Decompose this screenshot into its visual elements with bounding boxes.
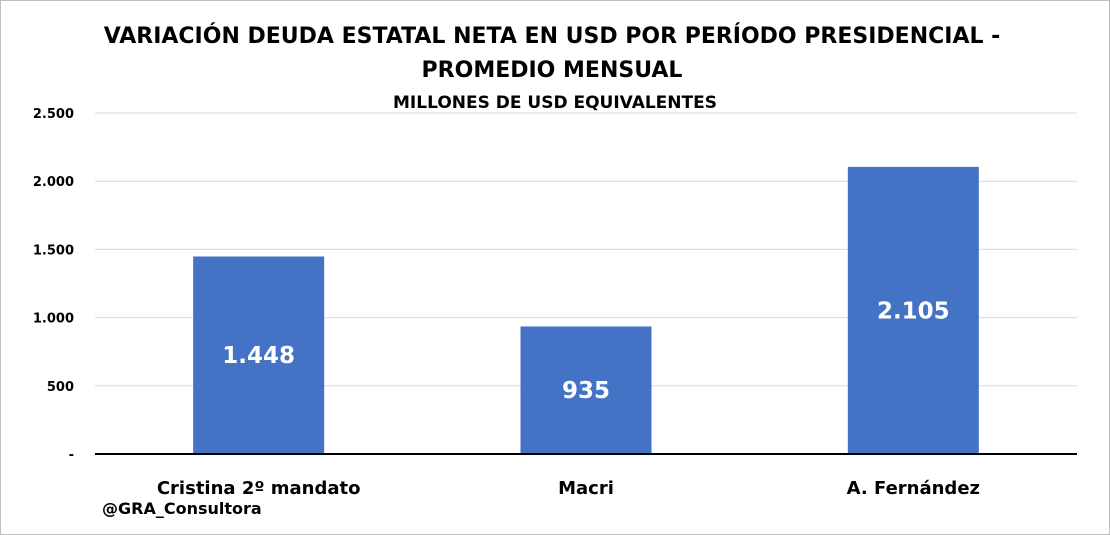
chart-title-line-2: PROMEDIO MENSUAL (421, 58, 683, 83)
bar (193, 256, 325, 454)
x-category-label: A. Fernández (847, 478, 980, 499)
data-label: 935 (562, 378, 610, 404)
bar (847, 166, 979, 455)
bar (520, 326, 652, 454)
y-tick-label: 1.500 (33, 243, 74, 258)
y-tick-label: 2.000 (33, 175, 74, 190)
y-tick-label: 1.000 (33, 312, 74, 327)
y-tick-label: 500 (47, 380, 74, 395)
chart-title-line-1: VARIACIÓN DEUDA ESTATAL NETA EN USD POR … (103, 24, 1001, 49)
watermark: @GRA_Consultora (102, 499, 262, 518)
x-category-label: Macri (558, 478, 614, 499)
chart-subtitle: MILLONES DE USD EQUIVALENTES (393, 93, 717, 113)
y-tick-label: 2.500 (33, 107, 74, 122)
y-tick-label: - (69, 448, 74, 463)
data-label: 1.448 (222, 343, 295, 369)
data-label: 2.105 (877, 298, 950, 324)
x-category-label: Cristina 2º mandato (157, 478, 361, 499)
